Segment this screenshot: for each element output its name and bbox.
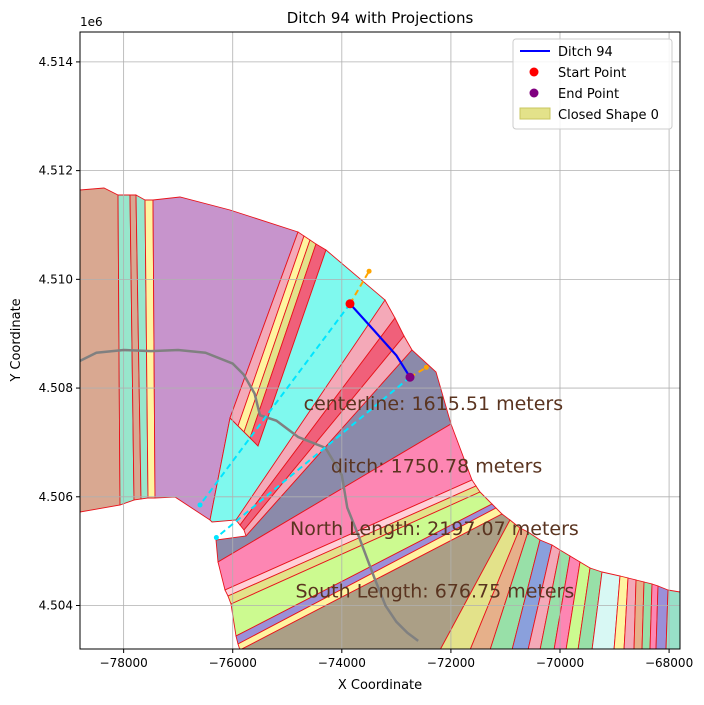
shape-khaki bbox=[440, 519, 521, 649]
x-tick-label: −70000 bbox=[536, 656, 584, 670]
shape-lightcyan bbox=[591, 571, 621, 649]
legend-end-label: End Point bbox=[558, 87, 619, 102]
gray-line bbox=[80, 348, 419, 642]
chart-title: Ditch 94 with Projections bbox=[287, 9, 474, 27]
y-tick-label: 4.514 bbox=[39, 55, 73, 69]
grid bbox=[80, 32, 680, 649]
shape-tan bbox=[469, 527, 529, 649]
end-point bbox=[405, 372, 415, 382]
shape-blue1 bbox=[511, 539, 553, 649]
y-tick-label: 4.506 bbox=[39, 490, 73, 504]
x-axis-label: X Coordinate bbox=[338, 678, 422, 693]
legend: Ditch 94 Start Point End Point Closed Sh… bbox=[512, 38, 673, 130]
shape-strip-s bbox=[633, 579, 645, 649]
start-point bbox=[345, 299, 355, 309]
shape-strip-p bbox=[577, 567, 603, 649]
ticks: −78000 −76000 −74000 −72000 −70000 −68000 4.50… bbox=[39, 55, 694, 670]
ditch-line bbox=[349, 303, 411, 378]
shape-strip-r bbox=[623, 577, 637, 649]
shape-strip-l bbox=[527, 544, 561, 649]
shape-strip-n bbox=[553, 555, 581, 649]
legend-start-swatch bbox=[529, 67, 539, 77]
projection-end-dot bbox=[213, 535, 219, 541]
shape-strip-k bbox=[237, 507, 503, 649]
legend-shape-label: Closed Shape 0 bbox=[558, 108, 659, 123]
legend-shape-swatch bbox=[519, 107, 551, 120]
annotations: centerline: 1615.51 meters ditch: 1750.78… bbox=[290, 393, 579, 603]
annotation-label: North Length: 2197.07 meters bbox=[290, 518, 579, 540]
x-tick-label: −72000 bbox=[427, 656, 475, 670]
legend-end-swatch bbox=[529, 88, 539, 98]
data-layer bbox=[80, 268, 429, 642]
shape-mint bbox=[489, 531, 541, 649]
projection-end-dot bbox=[366, 268, 372, 274]
y-axis-label: Y Coordinate bbox=[9, 298, 24, 382]
annotation-label: South Length: 676.75 meters bbox=[295, 580, 574, 602]
y-tick-label: 4.510 bbox=[39, 272, 73, 286]
shape-strip-t bbox=[641, 581, 653, 649]
y-tick-label: 4.504 bbox=[39, 599, 73, 613]
plot-frame bbox=[79, 31, 681, 650]
legend-ditch-label: Ditch 94 bbox=[558, 45, 613, 60]
shape-right-mint bbox=[665, 589, 680, 649]
x-tick-label: −74000 bbox=[318, 656, 366, 670]
y-offset-label: 1e6 bbox=[80, 15, 103, 29]
x-tick-label: −78000 bbox=[100, 656, 148, 670]
legend-start-label: Start Point bbox=[558, 66, 626, 81]
annotation-label: ditch: 1750.78 meters bbox=[331, 455, 542, 477]
y-tick-label: 4.508 bbox=[39, 381, 73, 395]
projection-end-dot bbox=[197, 502, 203, 508]
x-tick-label: −76000 bbox=[209, 656, 257, 670]
shape-strip-m bbox=[539, 549, 571, 649]
projection-end-dot bbox=[423, 364, 429, 370]
shape-fills bbox=[80, 187, 680, 649]
shape-strip-q bbox=[613, 575, 629, 649]
y-tick-label: 4.512 bbox=[39, 164, 73, 178]
projection-line bbox=[199, 303, 351, 506]
legend-box bbox=[512, 38, 673, 130]
annotation-label: centerline: 1615.51 meters bbox=[304, 393, 564, 415]
projection-line bbox=[215, 376, 411, 539]
shape-strip-u bbox=[649, 583, 659, 649]
shape-strip-v bbox=[655, 585, 669, 649]
projection-line bbox=[349, 270, 370, 305]
x-tick-label: −68000 bbox=[645, 656, 693, 670]
